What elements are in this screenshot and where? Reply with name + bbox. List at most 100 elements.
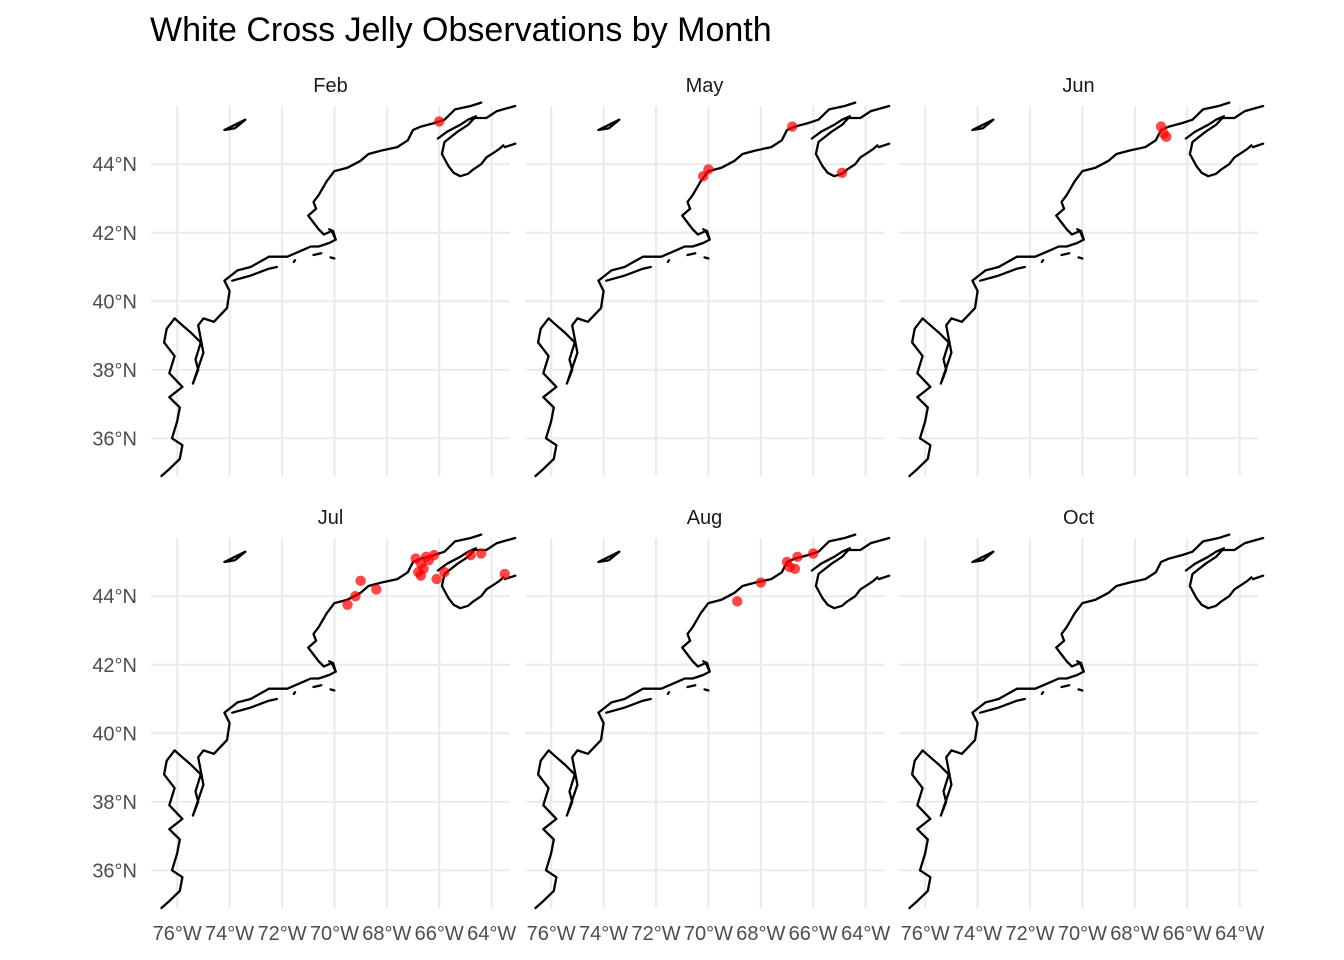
x-tick-label: 74°W <box>205 923 254 945</box>
coastline-segment <box>223 550 247 564</box>
observation-point <box>789 563 801 575</box>
coastline-segment <box>223 118 247 132</box>
coastline-segment <box>686 252 697 257</box>
observation-point <box>434 116 445 127</box>
coastline <box>160 101 517 478</box>
facet-panel <box>525 533 891 910</box>
coastline-segment <box>329 688 336 692</box>
coastline-segment <box>908 533 1231 910</box>
coastline-segment <box>971 118 995 132</box>
x-tick-label: 68°W <box>362 923 411 945</box>
coastline-segment <box>703 688 710 692</box>
coastline-segment <box>436 115 505 178</box>
chart-title: White Cross Jelly Observations by Month <box>150 11 772 49</box>
observation-point <box>787 121 798 132</box>
y-tick-label: 36°N <box>92 428 137 450</box>
coastline-segment <box>846 104 891 120</box>
coastline-segment <box>1184 547 1253 610</box>
coastline-segment <box>1220 104 1265 120</box>
x-tick-label: 66°W <box>789 923 838 945</box>
x-tick-label: 74°W <box>579 923 628 945</box>
coastline-segment <box>702 660 711 673</box>
observation-point <box>475 548 487 559</box>
observation-point <box>808 548 819 559</box>
coastline-segment <box>1076 228 1085 241</box>
coastline-segment <box>328 228 337 241</box>
coastline-segment <box>810 115 879 178</box>
observation-point <box>439 567 450 578</box>
x-tick-label: 64°W <box>841 923 890 945</box>
coastline-segment <box>971 550 995 564</box>
x-tick-label: 72°W <box>631 923 680 945</box>
coastline-segment <box>979 697 1026 714</box>
coastline-segment <box>1251 574 1265 581</box>
coastline-segment <box>160 101 483 478</box>
x-tick-label: 70°W <box>684 923 733 945</box>
facet-label: Aug <box>687 507 723 529</box>
coastline-segment <box>666 691 671 696</box>
coastline-segment <box>503 142 517 149</box>
y-tick-label: 40°N <box>92 723 137 745</box>
coastline-segment <box>605 265 652 282</box>
observation-point <box>703 164 714 175</box>
coastline-segment <box>702 228 711 241</box>
coastline <box>908 533 1265 910</box>
x-tick-label: 72°W <box>257 923 306 945</box>
x-tick-label: 76°W <box>153 923 202 945</box>
coastline-segment <box>1060 684 1071 689</box>
coastline-segment <box>1220 536 1265 552</box>
x-tick-label: 64°W <box>1215 923 1264 945</box>
coastline-segment <box>846 536 891 552</box>
coastline-segment <box>877 574 891 581</box>
observation-point <box>428 549 440 561</box>
panel-background <box>151 106 510 476</box>
y-tick-label: 38°N <box>92 792 137 814</box>
coastline-segment <box>908 101 1231 478</box>
facet-panel <box>151 101 517 478</box>
observation-point <box>431 573 442 585</box>
coastline-segment <box>597 550 621 564</box>
panel-background <box>525 538 884 908</box>
y-tick-label: 38°N <box>92 360 137 382</box>
y-tick-label: 36°N <box>92 860 137 882</box>
x-tick-label: 76°W <box>527 923 576 945</box>
observation-point <box>371 584 382 595</box>
coastline-segment <box>312 252 323 257</box>
coastline-segment <box>292 259 297 264</box>
facet-panels: Feb 36°N 38°N 40°N 42°N 44°N May Jun Jul 36°N 38°N… <box>92 75 1265 945</box>
observation-point <box>465 549 476 561</box>
coastline-segment <box>605 697 652 714</box>
facet-label: Jul <box>318 507 344 529</box>
panel-background <box>151 538 510 908</box>
x-tick-label: 68°W <box>1110 923 1159 945</box>
coastline-segment <box>534 101 857 478</box>
coastline-segment <box>1077 688 1084 692</box>
x-tick-label: 66°W <box>415 923 464 945</box>
coastline-segment <box>292 691 297 696</box>
x-tick-label: 72°W <box>1005 923 1054 945</box>
coastline-segment <box>328 660 337 673</box>
coastline-segment <box>534 533 857 910</box>
facet-label: Jun <box>1062 75 1094 97</box>
facet-panel <box>151 533 517 910</box>
coastline-segment <box>231 697 278 714</box>
facet-panel <box>899 533 1265 910</box>
x-tick-label: 68°W <box>736 923 785 945</box>
observation-point <box>420 551 432 563</box>
x-tick-label: 66°W <box>1163 923 1212 945</box>
panel-background <box>899 106 1258 476</box>
coastline-segment <box>686 684 697 689</box>
coastline-segment <box>231 265 278 282</box>
coastline-segment <box>329 256 336 260</box>
facet-label: Feb <box>313 75 347 97</box>
coastline-segment <box>979 265 1026 282</box>
observation-point <box>755 577 767 588</box>
coastline-segment <box>1076 660 1085 673</box>
coastline-segment <box>1077 256 1084 260</box>
x-tick-label: 70°W <box>1058 923 1107 945</box>
facet-label: May <box>686 75 724 97</box>
coastline <box>908 101 1265 478</box>
coastline-segment <box>597 118 621 132</box>
observation-point <box>350 591 361 602</box>
observation-point <box>792 551 803 563</box>
